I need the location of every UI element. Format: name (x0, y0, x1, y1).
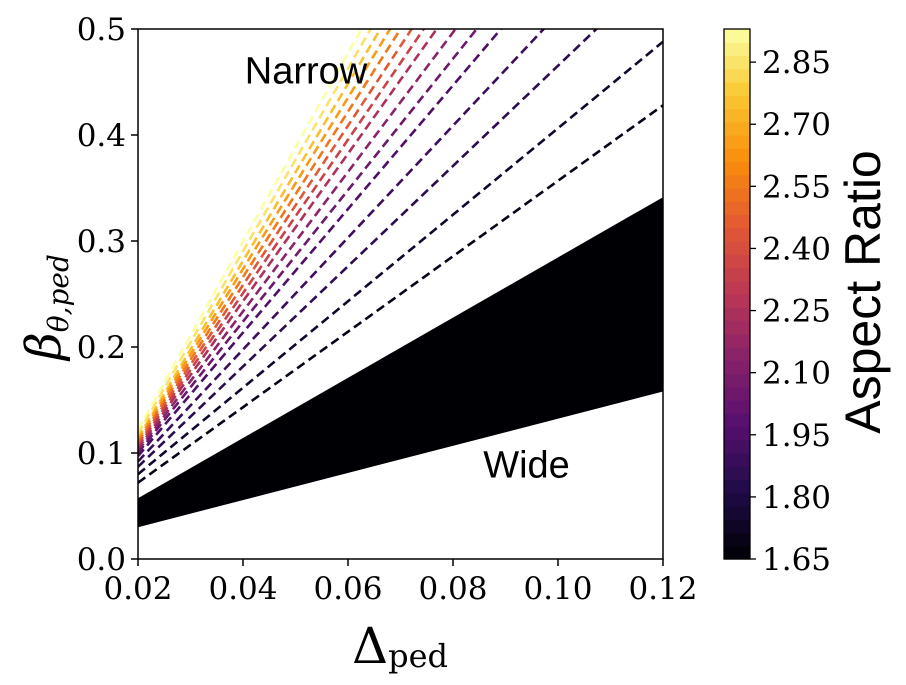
colorbar-swatch (724, 95, 750, 110)
narrow-boundary-line (138, 29, 458, 452)
colorbar-swatch (724, 188, 750, 202)
colorbar-swatch (724, 241, 750, 255)
colorbar-swatch (724, 492, 750, 507)
colorbar-swatch (724, 333, 750, 348)
y-tick-label: 0.0 (77, 542, 126, 578)
x-tick-label: 0.12 (628, 571, 697, 607)
plot-frame (137, 28, 664, 560)
colorbar-swatch (724, 214, 750, 229)
colorbar-title: Aspect Ratio (835, 150, 891, 433)
colorbar-tick-label: 2.40 (762, 231, 831, 267)
y-tick-label: 0.5 (77, 12, 126, 48)
colorbar-swatch (724, 227, 750, 242)
colorbar-swatch (724, 386, 750, 401)
y-tick-label: 0.1 (77, 436, 126, 472)
colorbar-swatch (724, 532, 750, 547)
colorbar-swatch (724, 267, 750, 282)
colorbar-swatch (724, 174, 750, 189)
narrow-boundary-line (138, 29, 479, 454)
colorbar-swatch (724, 320, 750, 335)
x-axis-symbol: Δ (352, 617, 388, 675)
narrow-boundary-line (138, 29, 414, 446)
y-tick-label: 0.4 (77, 118, 126, 154)
colorbar-swatch (724, 121, 750, 136)
colorbar-swatch (724, 42, 750, 57)
colorbar-swatch (724, 519, 750, 534)
colorbar-frame (723, 28, 751, 560)
colorbar-swatch (724, 466, 750, 481)
colorbar-tick-label: 2.85 (762, 45, 831, 81)
colorbar-swatch (724, 82, 750, 96)
colorbar-swatch (724, 479, 750, 494)
colorbar-swatch (724, 307, 750, 322)
colorbar-swatch (724, 148, 750, 163)
colorbar-swatch (724, 201, 750, 216)
colorbar-tick-label: 2.70 (762, 107, 831, 143)
axes-group: 0.02 0.04 0.06 0.08 0.10 0.12 0.0 0.1 0.2 0.3 0.4 0… (77, 12, 698, 607)
y-tick-label: 0.3 (77, 224, 126, 260)
colorbar-swatch (724, 426, 750, 441)
colorbar-swatch (724, 55, 750, 70)
colorbar-swatch (724, 68, 750, 83)
colorbar-swatch (724, 254, 750, 269)
colorbar-tick-label: 1.65 (762, 542, 831, 578)
colorbar-swatch (724, 439, 750, 454)
wide-band-mask (138, 391, 663, 559)
narrow-boundary-line (138, 29, 546, 463)
narrow-boundary-line (138, 29, 439, 450)
colorbar-swatch (724, 506, 750, 520)
colorbar-swatch (724, 294, 750, 308)
x-tick-label: 0.04 (208, 571, 277, 607)
narrow-label: Narrow (245, 50, 368, 92)
colorbar-swatch (724, 280, 750, 295)
colorbar-tick-label: 2.10 (762, 356, 831, 392)
narrow-boundary-line (138, 29, 373, 435)
narrow-boundary-line (138, 29, 599, 468)
colorbar-tick-label: 2.25 (762, 294, 831, 330)
y-axis-title: βθ,ped (16, 254, 75, 362)
wide-label: Wide (483, 445, 570, 487)
narrow-boundary-line (138, 29, 382, 439)
x-tick-label: 0.02 (103, 571, 172, 607)
colorbar-tick-label: 2.55 (762, 169, 831, 205)
colorbar-swatch (724, 347, 750, 361)
colorbar-swatch (724, 161, 750, 176)
x-axis-subscript: ped (388, 637, 448, 675)
narrow-boundary-line (138, 40, 663, 476)
y-axis-subscript: θ,ped (42, 254, 75, 332)
colorbar: 1.65 1.80 1.95 2.10 2.25 2.40 2.55 2.70 2.85 (723, 28, 831, 578)
colorbar-swatch (724, 360, 750, 375)
x-tick-label: 0.06 (313, 571, 382, 607)
colorbar-swatch (724, 29, 750, 43)
colorbar-swatch (724, 108, 750, 123)
colorbar-tick-label: 1.95 (762, 418, 831, 454)
narrow-lines-group (138, 29, 663, 484)
y-tick-label: 0.2 (77, 330, 126, 366)
colorbar-swatch (724, 413, 750, 428)
colorbar-swatch (724, 545, 750, 560)
colorbar-tick-label: 1.80 (762, 480, 831, 516)
colorbar-swatch (724, 373, 750, 388)
narrow-boundary-line (138, 29, 426, 448)
colorbar-swatch (724, 400, 750, 414)
x-tick-label: 0.10 (523, 571, 592, 607)
x-axis-title: Δped (352, 617, 448, 675)
x-tick-label: 0.08 (418, 571, 487, 607)
colorbar-swatch (724, 135, 750, 149)
colorbar-swatch (724, 453, 750, 467)
wide-band-group (138, 197, 663, 559)
y-axis-symbol: β (16, 332, 72, 362)
narrow-boundary-line (138, 104, 663, 484)
